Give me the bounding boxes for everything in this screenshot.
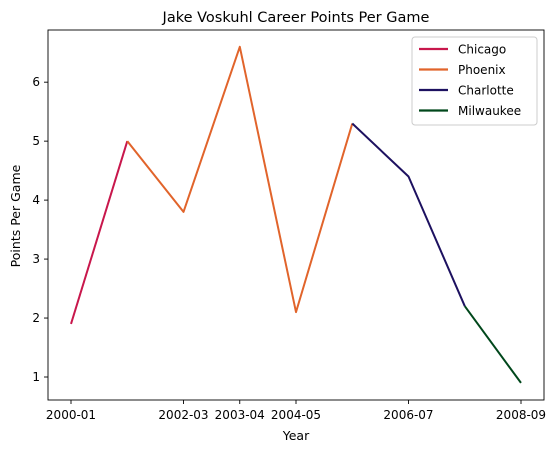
legend: Chicago Phoenix Charlotte Milwaukee (411, 36, 538, 126)
legend-label: Phoenix (458, 63, 506, 77)
x-tick-label: 2004-05 (271, 408, 321, 422)
chart-title: Jake Voskuhl Career Points Per Game (162, 10, 430, 26)
y-tick-label: 1 (32, 370, 40, 384)
y-axis-label: Points Per Game (8, 164, 23, 267)
x-tick-label: 2008-09 (496, 408, 546, 422)
plot-area: 2000-01 2002-03 2003-04 2004-05 2006-07 2008-… (32, 29, 546, 422)
legend-box (411, 36, 538, 126)
legend-label: Milwaukee (458, 104, 521, 118)
x-axis-label: Year (282, 428, 310, 443)
y-tick-label: 3 (32, 252, 40, 266)
series-line-charlotte (351, 122, 466, 307)
y-tick-label: 2 (32, 311, 40, 325)
y-tick-label: 6 (32, 75, 40, 89)
legend-label: Charlotte (458, 84, 514, 98)
x-tick-label: 2002-03 (158, 408, 208, 422)
series-line-milwaukee (463, 305, 522, 384)
legend-label: Chicago (458, 43, 506, 57)
x-tick-label: 2006-07 (383, 408, 433, 422)
series-line-phoenix (126, 45, 354, 314)
x-tick-label: 2003-04 (215, 408, 265, 422)
series-line-chicago (70, 140, 129, 325)
y-tick-label: 5 (32, 134, 40, 148)
x-tick-label: 2000-01 (46, 408, 96, 422)
y-tick-label: 4 (32, 193, 40, 207)
